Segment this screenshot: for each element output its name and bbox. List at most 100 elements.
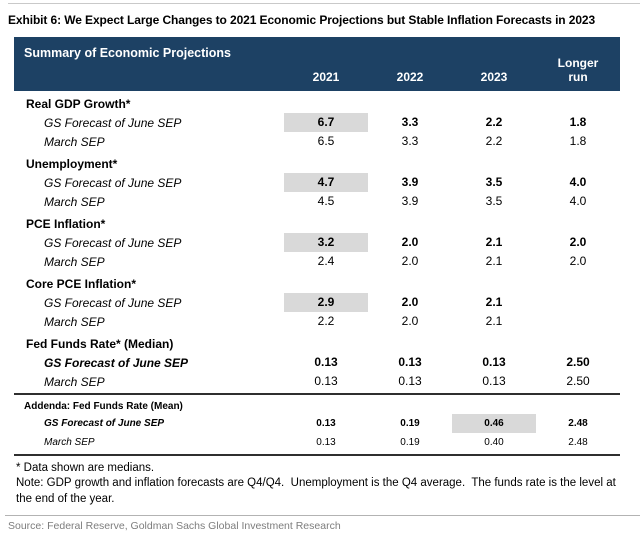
cell: 0.13 [398, 355, 422, 369]
cell: 3.9 [401, 175, 419, 189]
cell-highlighted: 6.7 [284, 113, 368, 132]
row-label: March SEP [44, 254, 105, 269]
cell: 2.48 [568, 418, 588, 429]
cell: 0.13 [398, 374, 422, 388]
row-label: March SEP [44, 314, 105, 329]
cell: 2.1 [485, 235, 503, 249]
cell: 0.13 [482, 355, 506, 369]
cell: 2.1 [485, 314, 503, 328]
section-label: Core PCE Inflation* [26, 276, 137, 291]
cell [536, 293, 620, 312]
row-label: GS Forecast of June SEP [44, 175, 182, 190]
cell: 2.0 [401, 314, 419, 328]
row-unemp-gs: GS Forecast of June SEP 4.7 3.9 3.5 4.0 [14, 173, 620, 192]
cell: 2.2 [485, 115, 503, 129]
column-header-longer-run: Longer run [557, 56, 599, 85]
cell: 3.5 [485, 194, 503, 208]
table-header-title: Summary of Economic Projections [24, 46, 231, 60]
cell [536, 312, 620, 331]
cell: 2.4 [317, 254, 335, 268]
cell: 2.2 [485, 134, 503, 148]
projections-table: Summary of Economic Projections 2021 202… [14, 37, 620, 507]
row-unemp-march: March SEP 4.5 3.9 3.5 4.0 [14, 192, 620, 211]
cell: 3.5 [485, 175, 503, 189]
section-label: Fed Funds Rate* (Median) [26, 336, 174, 351]
row-pce-march: March SEP 2.4 2.0 2.1 2.0 [14, 252, 620, 271]
section-label: PCE Inflation* [26, 216, 106, 231]
section-unemployment: Unemployment* [14, 154, 620, 173]
cell: 2.0 [569, 235, 587, 249]
section-real-gdp: Real GDP Growth* [14, 94, 620, 113]
row-gdp-gs: GS Forecast of June SEP 6.7 3.3 2.2 1.8 [14, 113, 620, 132]
addenda-label: Addenda: Fed Funds Rate (Mean) [24, 401, 183, 412]
cell: 0.19 [400, 437, 420, 448]
cell-highlighted: 4.7 [284, 173, 368, 192]
cell: 4.5 [317, 194, 335, 208]
cell: 2.0 [401, 295, 419, 309]
cell: 6.5 [317, 134, 335, 148]
cell: 2.48 [568, 437, 588, 448]
cell: 0.19 [400, 418, 420, 429]
exhibit-title: Exhibit 6: We Expect Large Changes to 20… [8, 13, 596, 27]
row-addenda-gs: GS Forecast of June SEP 0.13 0.19 0.46 2… [14, 414, 620, 433]
cell: 2.0 [401, 254, 419, 268]
section-fed-funds: Fed Funds Rate* (Median) [14, 334, 620, 353]
cell: 1.8 [569, 134, 587, 148]
row-core-pce-gs: GS Forecast of June SEP 2.9 2.0 2.1 [14, 293, 620, 312]
cell: 0.40 [484, 437, 504, 448]
cell: 1.8 [569, 115, 587, 129]
row-pce-gs: GS Forecast of June SEP 3.2 2.0 2.1 2.0 [14, 233, 620, 252]
row-label: GS Forecast of June SEP [44, 295, 182, 310]
cell: 2.2 [317, 314, 335, 328]
footnote-medians: * Data shown are medians. [16, 462, 155, 474]
top-divider [8, 3, 640, 4]
cell: 4.0 [569, 175, 587, 189]
cell: 2.1 [485, 254, 503, 268]
cell: 4.0 [569, 194, 587, 208]
row-label: March SEP [44, 134, 105, 149]
row-ffr-gs: GS Forecast of June SEP 0.13 0.13 0.13 2… [14, 353, 620, 372]
cell: 2.0 [401, 235, 419, 249]
row-core-pce-march: March SEP 2.2 2.0 2.1 [14, 312, 620, 331]
cell: 2.50 [566, 355, 590, 369]
cell-highlighted: 0.46 [452, 414, 536, 433]
footnote-note: Note: GDP growth and inflation forecasts… [16, 477, 620, 505]
addenda-top-divider [14, 393, 620, 395]
row-label: GS Forecast of June SEP [44, 235, 182, 250]
cell: 3.3 [401, 115, 419, 129]
column-header-2021: 2021 [312, 70, 340, 85]
cell: 0.13 [316, 418, 336, 429]
section-core-pce: Core PCE Inflation* [14, 274, 620, 293]
row-addenda-march: March SEP 0.13 0.19 0.40 2.48 [14, 433, 620, 452]
section-label: Unemployment* [26, 156, 118, 171]
cell: 2.0 [569, 254, 587, 268]
row-label: GS Forecast of June SEP [44, 418, 165, 429]
addenda-bottom-divider [14, 454, 620, 456]
cell: 2.1 [485, 295, 503, 309]
row-ffr-march: March SEP 0.13 0.13 0.13 2.50 [14, 372, 620, 391]
row-label: GS Forecast of June SEP [44, 115, 182, 130]
footer-divider [5, 514, 640, 516]
column-header-2022: 2022 [396, 70, 424, 85]
cell: 2.50 [566, 374, 590, 388]
cell: 0.13 [482, 374, 506, 388]
column-header-2023: 2023 [480, 70, 508, 85]
cell: 3.3 [401, 134, 419, 148]
section-addenda: Addenda: Fed Funds Rate (Mean) [14, 399, 620, 414]
footnotes: * Data shown are medians. Note: GDP grow… [14, 456, 620, 507]
row-label: March SEP [44, 437, 95, 448]
cell: 0.13 [314, 374, 338, 388]
row-label: March SEP [44, 194, 105, 209]
row-gdp-march: March SEP 6.5 3.3 2.2 1.8 [14, 132, 620, 151]
table-header: Summary of Economic Projections 2021 202… [14, 37, 620, 91]
cell: 3.9 [401, 194, 419, 208]
row-label: March SEP [44, 374, 105, 389]
source-line: Source: Federal Reserve, Goldman Sachs G… [8, 519, 341, 532]
cell-highlighted: 2.9 [284, 293, 368, 312]
cell-highlighted: 3.2 [284, 233, 368, 252]
row-label: GS Forecast of June SEP [44, 355, 189, 370]
section-pce: PCE Inflation* [14, 214, 620, 233]
cell: 0.13 [316, 437, 336, 448]
section-label: Real GDP Growth* [26, 96, 131, 111]
cell: 0.13 [314, 355, 338, 369]
